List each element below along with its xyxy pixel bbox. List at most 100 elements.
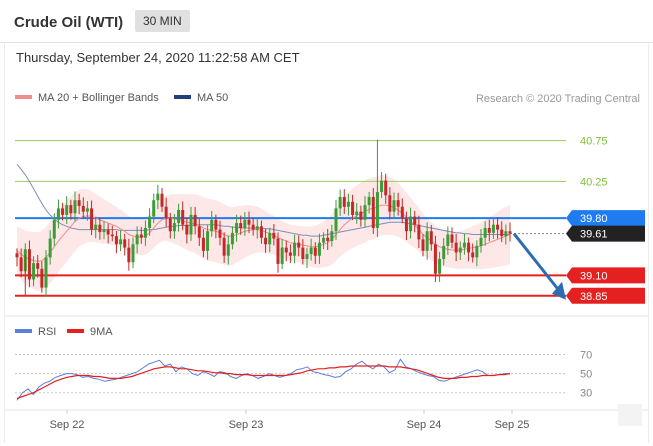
candle-body <box>81 205 85 212</box>
candle-body <box>413 216 417 225</box>
candle-body <box>487 227 491 233</box>
candle-body <box>98 224 102 233</box>
x-tick-label: Sep 25 <box>495 419 530 431</box>
candle-body <box>450 234 454 243</box>
candle-body <box>102 229 106 233</box>
candle-body <box>458 247 462 253</box>
candle-body <box>467 242 471 253</box>
level-tag-support: 38.85 <box>566 287 645 304</box>
corner-button[interactable] <box>618 404 642 426</box>
level-tag-text: 39.80 <box>580 213 608 225</box>
candle-body <box>106 229 110 235</box>
candle-body <box>201 237 205 251</box>
legend-rsi-swatch <box>15 329 32 333</box>
candle-body <box>255 226 259 230</box>
candle-body <box>454 242 458 253</box>
chart-datetime: Thursday, September 24, 2020 11:22:58 AM… <box>16 50 300 65</box>
candle-body <box>214 219 218 230</box>
candle-body <box>172 223 176 232</box>
candle-body <box>388 195 392 212</box>
candle-body <box>404 218 408 232</box>
candle-body <box>52 219 56 239</box>
candle-body <box>400 206 404 219</box>
rsi-lines <box>16 358 511 401</box>
candle-body <box>164 206 168 219</box>
instrument-title: Crude Oil (WTI) <box>14 14 124 31</box>
price-levels <box>15 140 566 297</box>
candle-body <box>421 239 425 251</box>
level-tag-pivot: 39.80 <box>566 210 645 227</box>
candle-body <box>475 245 479 258</box>
rsi-9ma-line <box>16 365 511 399</box>
candle-body <box>330 231 334 242</box>
rsi-level-label: 70 <box>580 350 592 362</box>
candle-body <box>77 200 81 206</box>
timeframe-badge[interactable]: 30 MIN <box>135 10 190 32</box>
candle-body <box>168 218 172 232</box>
candle-body <box>446 234 450 246</box>
candle-body <box>148 216 152 228</box>
candle-body <box>48 238 52 258</box>
candle-body <box>210 219 214 232</box>
candle-body <box>44 257 48 288</box>
legend-9ma-swatch <box>67 329 84 333</box>
bollinger-bands <box>17 175 510 291</box>
candle-body <box>218 229 222 238</box>
candle-body <box>276 238 280 264</box>
candle-body <box>127 247 131 263</box>
candle-body <box>483 227 487 238</box>
candle-body <box>259 226 263 238</box>
candle-body <box>471 252 475 258</box>
candle-body <box>508 231 512 234</box>
x-tick-label: Sep 24 <box>407 419 442 431</box>
candle-body <box>268 232 272 245</box>
candle-body <box>293 242 297 256</box>
candle-body <box>396 200 400 207</box>
candle-body <box>301 247 305 259</box>
candle-body <box>243 219 247 228</box>
legend-ma50-label: MA 50 <box>197 92 228 104</box>
legend-9ma-label: 9MA <box>90 326 113 338</box>
candle-body <box>61 208 65 215</box>
candle-body <box>317 242 321 256</box>
candle-body <box>143 227 147 238</box>
candle-body <box>322 237 326 243</box>
candle-body <box>264 237 268 245</box>
candle-body <box>15 253 19 258</box>
candle-body <box>429 231 433 245</box>
candle-body <box>334 208 338 232</box>
candle-body <box>491 224 495 233</box>
candle-body <box>380 180 384 193</box>
bollinger-band-area <box>17 175 510 291</box>
candle-body <box>206 231 210 251</box>
candle-body <box>19 257 23 272</box>
candle-body <box>131 244 135 263</box>
candle-body <box>409 216 413 232</box>
candle-body <box>342 196 346 207</box>
level-tag-text: 39.10 <box>580 270 608 282</box>
candle-body <box>73 200 77 214</box>
chart-credit: Research © 2020 Trading Central <box>476 93 640 105</box>
candle-body <box>189 214 193 235</box>
candle-body <box>438 259 442 274</box>
level-tag-bg <box>566 267 645 284</box>
candle-body <box>110 234 114 237</box>
candle-body <box>384 180 388 196</box>
legend-ma20-swatch <box>15 95 32 99</box>
candle-body <box>114 236 118 245</box>
candle-body <box>313 247 317 256</box>
level-tag-text: 39.61 <box>580 229 608 241</box>
candle-body <box>230 232 234 245</box>
level-tag-support: 39.10 <box>566 267 645 284</box>
candle-body <box>69 205 73 214</box>
rsi-level-label: 30 <box>580 388 592 400</box>
legend-ma20-label: MA 20 + Bollinger Bands <box>38 92 159 104</box>
candle-body <box>152 200 156 217</box>
candle-body <box>40 268 44 288</box>
candle-body <box>297 242 301 248</box>
price-level-labels: 40.75 40.25 39.80 39.61 39.10 38.85 <box>566 136 645 304</box>
candle-body <box>181 210 185 225</box>
level-tag-text: 38.85 <box>580 291 608 303</box>
candle-body <box>504 231 508 237</box>
candle-body <box>338 196 342 209</box>
